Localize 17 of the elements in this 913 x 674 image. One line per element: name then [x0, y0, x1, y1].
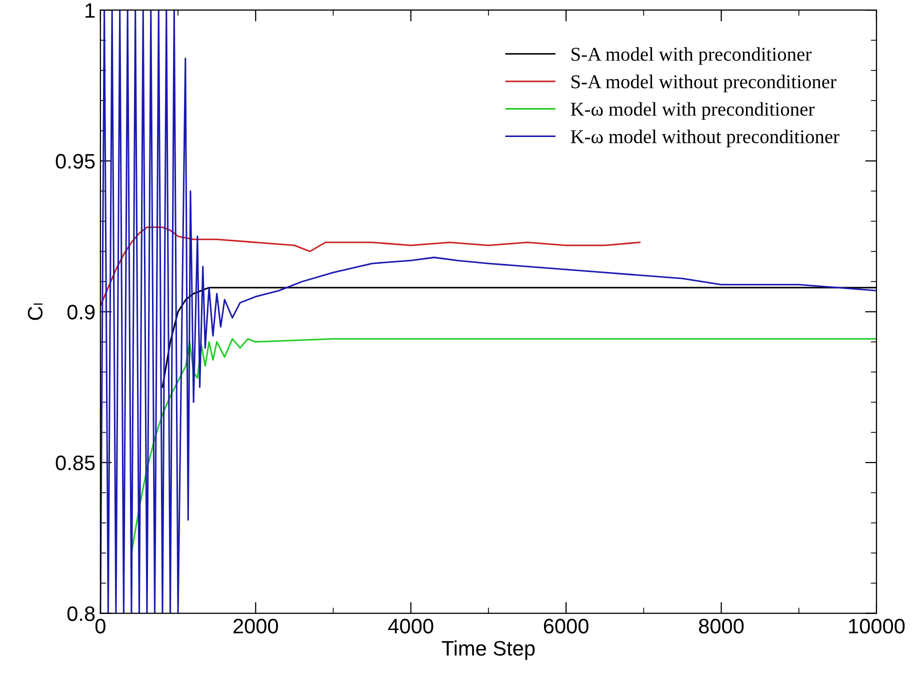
y-tick-label: 1 — [86, 3, 95, 18]
y-tick-label: 0.8 — [67, 606, 95, 622]
x-tick-label: 10000 — [849, 618, 905, 634]
legend-label: K-ω model with preconditioner — [570, 102, 815, 120]
x-tick-label: 4000 — [388, 618, 434, 634]
x-tick-label: 6000 — [544, 618, 588, 634]
x-tick-label: 0 — [95, 618, 106, 634]
x-tick-label: 2000 — [234, 618, 278, 634]
y-tick-label: 0.95 — [56, 154, 95, 169]
x-axis-title: Time Step — [442, 640, 535, 660]
legend-label: S-A model without preconditioner — [572, 74, 836, 92]
legend-label: S-A model with preconditioner — [572, 47, 812, 65]
y-tick-label: 0.85 — [56, 456, 95, 470]
y-tick-label: 0.9 — [67, 304, 95, 320]
y-axis-title: Cₗ — [28, 304, 43, 320]
legend-label: K-ω model without preconditioner — [570, 130, 840, 148]
x-tick-label: 8000 — [699, 618, 744, 634]
